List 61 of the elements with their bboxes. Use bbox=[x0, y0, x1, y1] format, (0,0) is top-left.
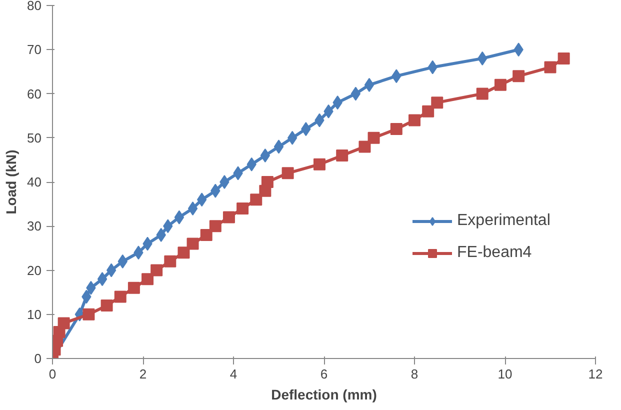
point bbox=[82, 308, 95, 320]
point bbox=[408, 114, 420, 126]
point bbox=[164, 255, 176, 268]
point bbox=[364, 78, 374, 92]
point bbox=[114, 290, 126, 303]
y-tick-label: 0 bbox=[34, 351, 42, 366]
point bbox=[97, 272, 108, 286]
point bbox=[431, 96, 444, 109]
y-tick-label: 50 bbox=[27, 130, 42, 146]
point bbox=[100, 300, 113, 312]
point bbox=[188, 201, 198, 216]
point bbox=[282, 167, 294, 180]
x-tick-label: 10 bbox=[498, 366, 512, 382]
point bbox=[368, 132, 380, 144]
x-axis-title: Deflection (mm) bbox=[271, 386, 377, 402]
point bbox=[209, 220, 222, 232]
legend-label: FE-beam4 bbox=[457, 244, 532, 262]
y-axis-title: Load (kN) bbox=[3, 150, 20, 214]
point bbox=[274, 140, 284, 154]
point bbox=[390, 123, 402, 136]
point bbox=[336, 150, 348, 162]
point bbox=[222, 211, 235, 224]
point bbox=[128, 282, 140, 294]
y-tick-label: 80 bbox=[27, 0, 42, 13]
point bbox=[287, 130, 298, 145]
point bbox=[174, 210, 184, 224]
point bbox=[261, 176, 274, 188]
point bbox=[350, 86, 361, 101]
point bbox=[200, 228, 212, 241]
y-tick-label: 20 bbox=[27, 262, 42, 278]
x-tick-label: 4 bbox=[230, 366, 238, 382]
point bbox=[544, 61, 556, 74]
point bbox=[422, 105, 434, 118]
y-tick-label: 70 bbox=[27, 42, 42, 58]
x-tick-label: 8 bbox=[410, 366, 418, 382]
legend-label: Experimental bbox=[457, 212, 550, 230]
point bbox=[196, 192, 207, 207]
y-tick-label: 60 bbox=[27, 86, 42, 102]
point bbox=[220, 175, 230, 189]
x-tick-label: 12 bbox=[588, 366, 603, 382]
point bbox=[558, 52, 570, 64]
y-tick-label: 40 bbox=[27, 174, 42, 190]
point bbox=[58, 317, 70, 330]
point bbox=[150, 264, 163, 276]
point bbox=[186, 238, 199, 250]
y-tick-label: 10 bbox=[27, 306, 42, 322]
x-tick-label: 6 bbox=[320, 366, 328, 382]
x-tick-label: 0 bbox=[48, 366, 56, 382]
point bbox=[494, 78, 506, 91]
y-tick-label: 30 bbox=[27, 218, 42, 234]
point bbox=[313, 158, 326, 170]
x-tick-label: 2 bbox=[139, 366, 147, 382]
point bbox=[512, 70, 525, 82]
point bbox=[358, 140, 371, 153]
point bbox=[236, 202, 249, 214]
point bbox=[106, 263, 116, 278]
point bbox=[142, 273, 154, 286]
point bbox=[260, 148, 270, 163]
point bbox=[178, 246, 190, 259]
point bbox=[476, 88, 488, 100]
point bbox=[250, 194, 262, 206]
